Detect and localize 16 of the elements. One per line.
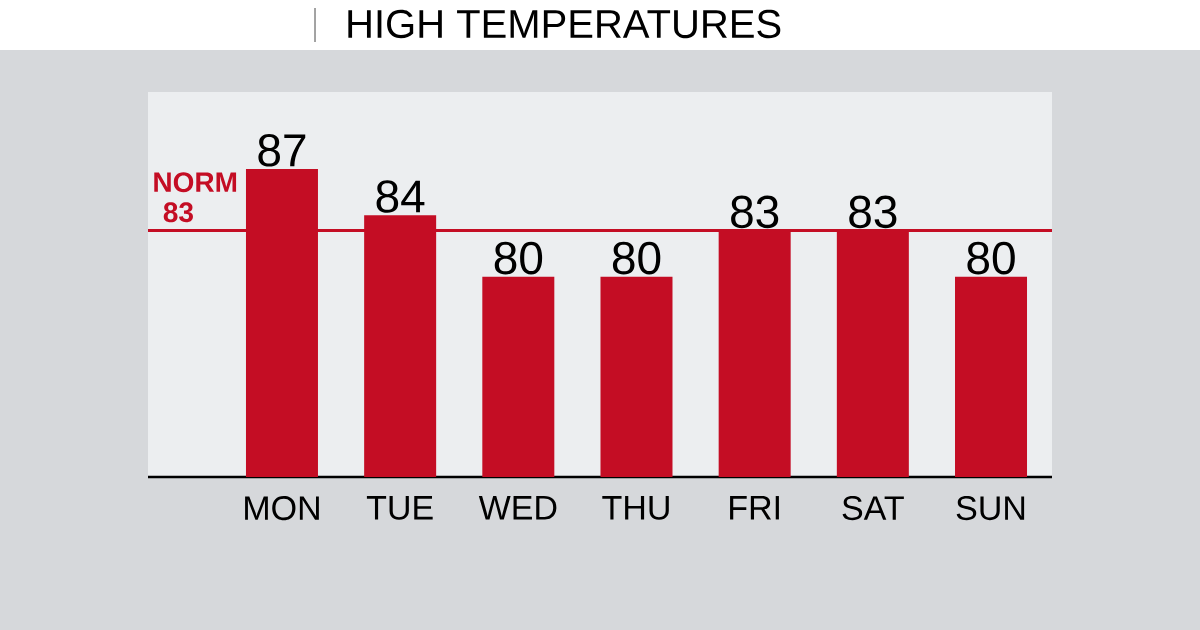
- x-tick-label: SUN: [956, 496, 1025, 521]
- data-label: 80: [612, 241, 661, 275]
- ref-line-label: NORM 83: [154, 172, 237, 223]
- x-tick-label: FRI: [730, 496, 779, 520]
- data-label: 83: [731, 195, 779, 229]
- data-label: 84: [376, 180, 425, 213]
- x-tick-label: MON: [245, 496, 319, 521]
- chart-title: HIGH TEMPERATURES: [348, 9, 781, 39]
- x-tick-label: THU: [602, 496, 669, 520]
- data-label: 83: [849, 195, 897, 229]
- data-label: 80: [967, 241, 1015, 275]
- x-tick-label: WED: [478, 496, 557, 520]
- x-tick-label: SAT: [842, 496, 904, 521]
- data-label: 87: [258, 134, 306, 167]
- x-tick-label: TUE: [366, 496, 433, 520]
- data-label: 80: [494, 241, 543, 275]
